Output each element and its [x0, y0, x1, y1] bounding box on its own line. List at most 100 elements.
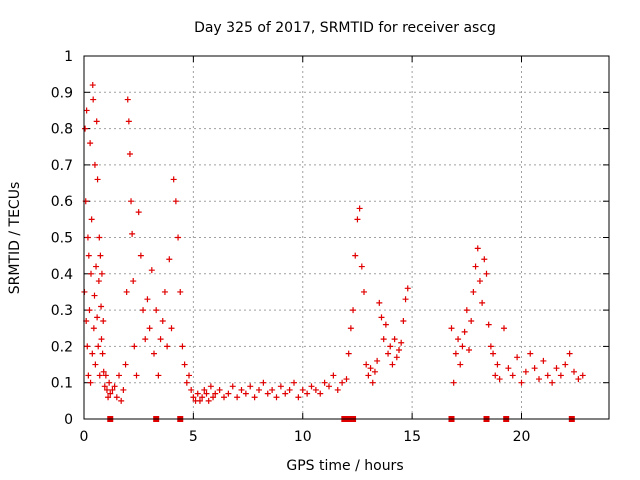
data-point: [404, 285, 411, 292]
data-point: [544, 372, 551, 379]
data-point: [83, 107, 90, 114]
data-point: [131, 343, 138, 350]
data-point: [221, 394, 227, 401]
data-point: [455, 336, 462, 343]
data-point: [398, 339, 405, 346]
data-point: [203, 390, 210, 397]
data-point: [374, 357, 381, 364]
data-point: [129, 230, 136, 237]
data-point: [356, 205, 363, 212]
data-point: [277, 383, 284, 390]
data-point: [461, 328, 468, 335]
data-point: [476, 278, 483, 285]
data-point: [509, 372, 516, 379]
data-point: [166, 256, 173, 263]
data-point: [201, 386, 208, 393]
data-point: [264, 390, 271, 397]
data-point: [87, 140, 94, 147]
data-point: [146, 325, 153, 332]
data-point: [90, 96, 97, 103]
data-point: [133, 372, 140, 379]
data-point: [199, 394, 206, 401]
y-tick-label: 0.6: [51, 194, 73, 210]
data-point: [463, 307, 470, 314]
y-tick-label: 0.3: [51, 303, 73, 319]
data-point: [87, 379, 94, 386]
data-point: [157, 336, 164, 343]
data-point: [452, 350, 459, 357]
data-point: [194, 390, 201, 397]
y-tick-label: 0.5: [51, 231, 73, 247]
data-point: [210, 394, 217, 401]
data-point: [95, 278, 102, 285]
data-point: [175, 234, 182, 241]
data-point: [126, 151, 133, 158]
data-point: [93, 263, 100, 270]
data-point: [389, 361, 396, 368]
data-point: [308, 383, 315, 390]
data-point: [514, 354, 521, 361]
data-point: [393, 354, 400, 361]
data-points: [81, 82, 586, 404]
data-point: [466, 347, 472, 354]
data-point: [84, 343, 91, 350]
data-point: [522, 368, 529, 375]
data-point: [382, 321, 389, 328]
data-point: [468, 317, 475, 324]
chart-title: Day 325 of 2017, SRMTID for receiver asc…: [194, 20, 496, 36]
data-point: [387, 343, 394, 350]
plot-frame: [83, 55, 610, 420]
data-point: [229, 383, 236, 390]
data-point: [251, 394, 258, 401]
data-point: [380, 336, 387, 343]
data-point: [99, 350, 106, 357]
y-tick-label: 0.4: [51, 267, 73, 283]
data-point: [177, 288, 184, 295]
data-point: [170, 176, 177, 183]
data-point: [385, 350, 392, 357]
data-point: [269, 386, 276, 393]
data-point: [571, 368, 577, 375]
data-point: [103, 386, 110, 393]
y-tick-label: 0.7: [51, 158, 73, 174]
data-point: [553, 365, 560, 372]
data-point: [130, 278, 137, 285]
data-point: [94, 314, 101, 321]
data-point: [101, 383, 108, 390]
data-point: [299, 386, 306, 393]
data-point: [479, 299, 486, 306]
data-point: [371, 368, 378, 375]
data-point: [450, 379, 457, 386]
data-point: [183, 379, 190, 386]
data-point: [487, 343, 494, 350]
data-point: [345, 350, 352, 357]
data-point: [481, 256, 488, 263]
data-point: [205, 397, 212, 404]
data-point: [216, 386, 223, 393]
data-point: [98, 270, 105, 277]
grid: [84, 56, 609, 419]
data-point: [164, 343, 171, 350]
x-tick-label: 10: [294, 429, 312, 445]
data-point: [518, 379, 525, 386]
data-point: [212, 390, 219, 397]
data-point: [93, 118, 100, 125]
data-point: [82, 125, 89, 132]
data-point: [111, 383, 118, 390]
data-point: [562, 361, 569, 368]
data-point: [172, 198, 179, 205]
data-point: [92, 361, 99, 368]
data-point: [97, 252, 104, 259]
data-point: [188, 386, 195, 393]
data-point: [295, 394, 302, 401]
data-point: [106, 379, 113, 386]
data-point: [90, 325, 97, 332]
data-point: [470, 288, 477, 295]
data-point: [330, 372, 337, 379]
data-point: [496, 376, 503, 383]
data-point: [527, 350, 534, 357]
data-point: [91, 161, 98, 168]
data-point: [273, 394, 280, 401]
data-point: [100, 317, 107, 324]
